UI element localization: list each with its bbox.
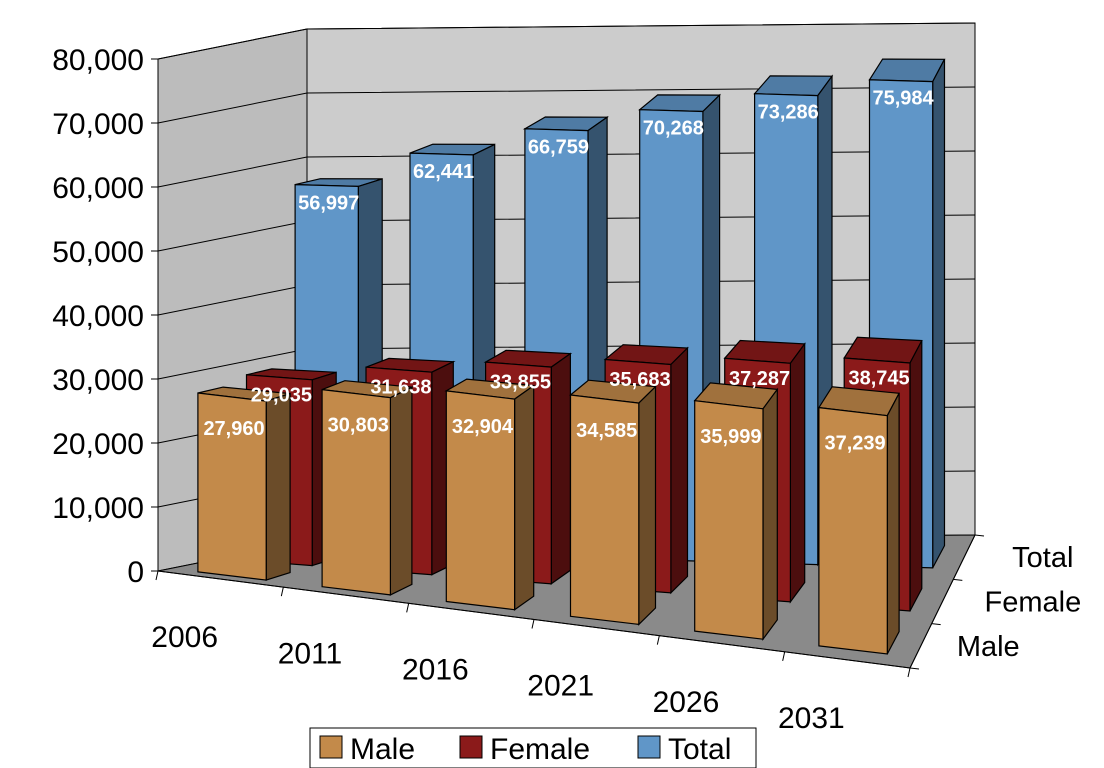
bar-side xyxy=(909,340,923,612)
x-tick-mark xyxy=(406,603,410,613)
bar xyxy=(321,388,391,596)
depth-tick-label: Male xyxy=(957,631,1020,663)
x-tick-label: 2026 xyxy=(653,686,720,719)
bar xyxy=(445,390,516,611)
data-label: 75,984 xyxy=(873,88,935,110)
bar-male-2026 xyxy=(693,382,779,642)
y-tick-label: 70,000 xyxy=(52,108,144,141)
legend-item-female: Female xyxy=(459,733,590,766)
bars xyxy=(197,58,946,655)
y-tick-label: 30,000 xyxy=(52,364,144,397)
data-label: 32,904 xyxy=(452,416,514,438)
x-tick-label: 2006 xyxy=(151,621,218,654)
data-label: 35,999 xyxy=(700,426,761,448)
data-label: 35,683 xyxy=(609,369,670,391)
x-tick-mark xyxy=(155,570,159,581)
bar-male-2031 xyxy=(817,386,901,655)
gridline xyxy=(157,150,976,188)
bar-male-2016 xyxy=(444,378,536,611)
bar xyxy=(818,406,888,655)
y-tick-label: 0 xyxy=(127,556,144,589)
x-tick-mark xyxy=(531,619,535,629)
data-label: 30,803 xyxy=(328,415,389,437)
x-tick-label: 2011 xyxy=(278,637,343,670)
x-tick-mark xyxy=(656,635,660,645)
bar xyxy=(569,394,640,626)
data-labels: 56,997 62,441 66,759 70,268 73,286 75,984 29,0… xyxy=(203,88,934,455)
legend-swatch xyxy=(459,735,483,759)
gridline xyxy=(157,22,976,60)
data-label: 37,287 xyxy=(729,368,790,390)
x-tick-mark xyxy=(907,667,911,678)
legend: Male Female Total xyxy=(309,727,757,768)
x-tick-mark xyxy=(280,587,284,597)
bar-side xyxy=(886,393,900,655)
depth-tick-label: Total xyxy=(1012,542,1073,574)
gridline xyxy=(157,86,976,124)
depth-tick-mark xyxy=(931,623,941,626)
legend-swatch xyxy=(319,735,343,759)
depth-tick-mark xyxy=(909,667,920,670)
bar-side xyxy=(670,346,689,595)
y-tick-label: 80,000 xyxy=(52,44,144,77)
legend-label: Total xyxy=(668,733,731,766)
x-tick-label: 2016 xyxy=(402,653,469,686)
data-label: 70,268 xyxy=(643,118,704,140)
bar-male-2011 xyxy=(321,380,415,596)
data-label: 37,239 xyxy=(825,433,886,455)
x-axis-ticks: 2006 2011 2016 2021 2026 2031 xyxy=(151,570,911,735)
data-label: 29,035 xyxy=(251,384,312,406)
data-label: 62,441 xyxy=(413,161,474,183)
y-tick-label: 60,000 xyxy=(52,172,144,205)
legend-box xyxy=(309,727,757,768)
depth-axis-ticks: Male Female Total xyxy=(909,534,1082,670)
y-axis-ticks: 0 10,000 20,000 30,000 40,000 50,000 60,000 70,… xyxy=(52,44,158,589)
bar-male-2006 xyxy=(197,386,291,581)
bar xyxy=(197,392,267,581)
data-label: 27,960 xyxy=(203,418,264,440)
x-tick-mark xyxy=(782,651,786,661)
depth-tick-mark xyxy=(974,534,985,537)
data-label: 38,745 xyxy=(849,368,910,390)
bar-side xyxy=(513,384,535,611)
bar-side xyxy=(762,387,778,642)
x-tick-label: 2031 xyxy=(778,702,845,735)
data-label: 73,286 xyxy=(758,102,819,124)
y-tick-label: 20,000 xyxy=(52,428,144,461)
bar-side xyxy=(265,392,291,581)
bar-side xyxy=(550,352,572,585)
bar-top xyxy=(868,58,946,83)
data-label: 56,997 xyxy=(298,192,359,214)
depth-axis-line xyxy=(909,534,976,669)
bar-side xyxy=(638,385,657,626)
bar-male-2021 xyxy=(569,379,657,626)
data-label: 66,759 xyxy=(528,137,589,159)
y-tick-label: 40,000 xyxy=(52,300,144,333)
legend-label: Female xyxy=(490,733,590,766)
x-tick-label: 2021 xyxy=(527,670,594,703)
bar xyxy=(694,400,764,640)
bar-side xyxy=(389,386,413,596)
legend-item-male: Male xyxy=(319,733,415,766)
legend-item-total: Total xyxy=(637,733,731,766)
bar-side xyxy=(932,59,946,569)
data-label: 33,855 xyxy=(490,372,551,394)
data-label: 34,585 xyxy=(576,420,637,442)
depth-tick-label: Female xyxy=(985,587,1082,619)
bar-side xyxy=(789,342,806,604)
legend-label: Male xyxy=(350,733,415,766)
y-tick-label: 10,000 xyxy=(52,492,144,525)
y-tick-label: 50,000 xyxy=(52,236,144,269)
data-label: 31,638 xyxy=(370,377,431,399)
legend-swatch xyxy=(637,735,661,759)
depth-tick-mark xyxy=(953,578,963,581)
